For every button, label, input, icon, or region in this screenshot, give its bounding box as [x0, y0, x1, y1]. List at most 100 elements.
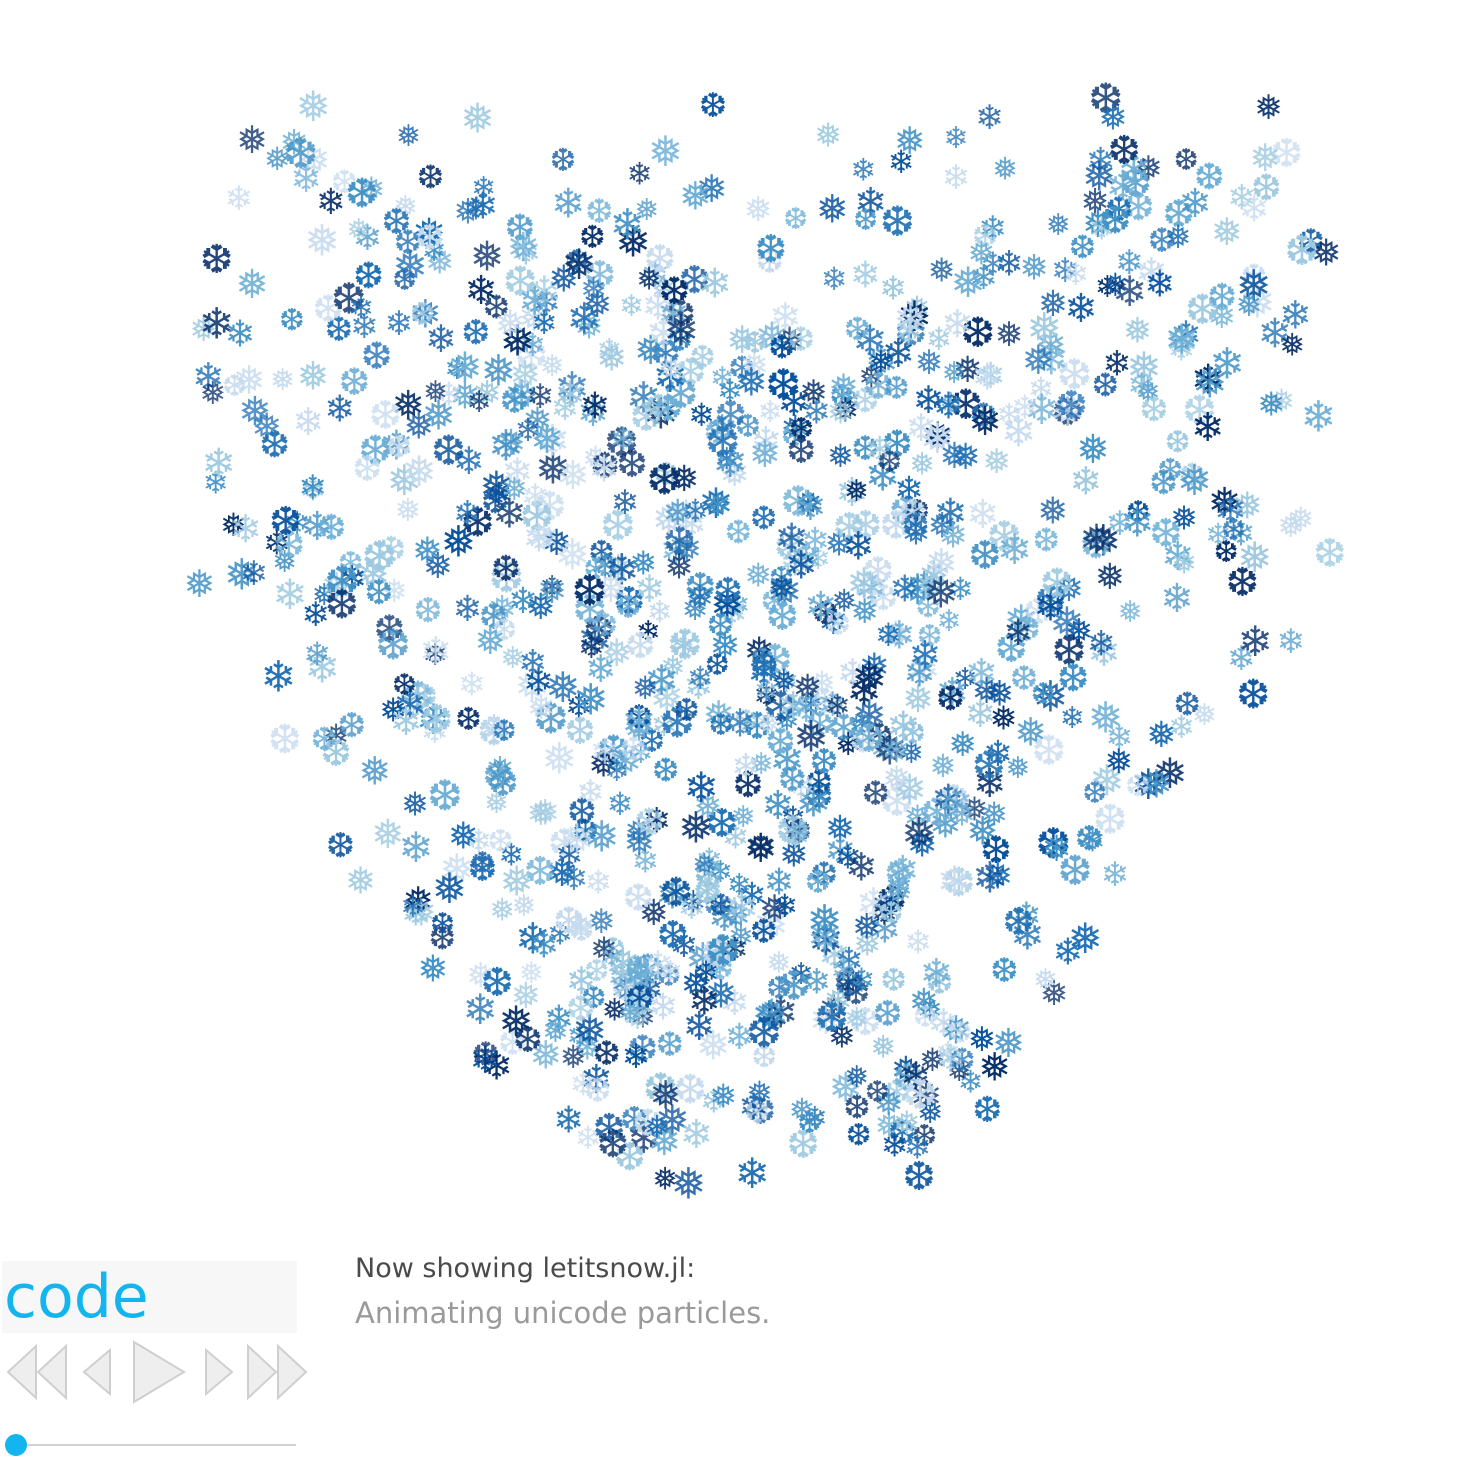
snowflake-particle: ❄ [679, 1112, 714, 1159]
snowflake-particle: ❆ [413, 591, 443, 632]
snowflake-particle: ❄ [498, 837, 525, 874]
snowflake-particle: ❅ [403, 404, 435, 448]
code-button[interactable]: code [2, 1261, 297, 1333]
snowflake-particle: ❅ [870, 1029, 897, 1066]
snowflake-particle: ❅ [495, 422, 527, 464]
skip-to-end-button[interactable] [244, 1340, 310, 1404]
snowflake-particle: ❄ [400, 889, 426, 925]
snowflake-particle: ❆ [853, 202, 879, 238]
snowflake-particle: ❅ [927, 250, 956, 290]
snowflake-particle: ❅ [754, 313, 790, 362]
snowflake-particle: ❄ [683, 762, 719, 812]
skip-to-start-button[interactable] [4, 1340, 70, 1404]
snowflake-particle: ❄ [420, 711, 449, 752]
snowflake-particle: ❆ [626, 1027, 659, 1072]
snowflake-particle: ❆ [990, 951, 1019, 992]
snowflake-particle: ❅ [518, 296, 550, 341]
snowflake-particle: ❅ [755, 706, 781, 742]
snowflake-particle: ❄ [315, 181, 346, 223]
snowflake-particle: ❆ [324, 310, 354, 351]
snowflake-particle: ❅ [647, 127, 683, 177]
snowflake-particle: ❅ [939, 1008, 973, 1054]
snowflake-particle: ❆ [762, 682, 799, 733]
snowflake-particle: ❄ [692, 954, 720, 993]
snowflake-particle: ❄ [1160, 576, 1194, 623]
snowflake-particle: ❆ [278, 302, 305, 339]
snowflake-particle: ❅ [833, 963, 863, 1004]
snowflake-particle: ❆ [469, 846, 495, 882]
snowflake-particle: ❆ [894, 310, 928, 357]
play-button[interactable] [128, 1340, 188, 1404]
snowflake-particle: ❅ [991, 1021, 1026, 1068]
snowflake-particle: ❆ [1236, 670, 1271, 719]
snowflake-particle: ❆ [796, 1106, 823, 1142]
snowflake-particle: ❅ [617, 996, 643, 1032]
snowflake-particle: ❅ [893, 295, 928, 344]
snowflake-particle: ❆ [756, 635, 793, 686]
progress-slider-track[interactable] [14, 1444, 296, 1446]
snowflake-particle: ❅ [1034, 323, 1067, 369]
snowflake-particle: ❅ [922, 414, 954, 458]
snowflake-particle: ❅ [702, 693, 735, 739]
snowflake-particle: ❄ [224, 178, 253, 219]
snowflake-particle: ❄ [707, 855, 734, 891]
snowflake-particle: ❆ [622, 876, 655, 921]
snowflake-particle: ❆ [882, 1072, 911, 1113]
step-back-button[interactable] [78, 1340, 118, 1404]
snowflake-particle: ❅ [494, 302, 526, 346]
snowflake-particle: ❄ [626, 1113, 662, 1163]
progress-slider-knob[interactable] [5, 1434, 27, 1456]
snowflake-particle: ❅ [678, 174, 712, 220]
snowflake-particle: ❆ [749, 641, 776, 678]
snowflake-particle: ❅ [643, 1109, 670, 1146]
snowflake-particle: ❆ [316, 507, 347, 549]
snowflake-particle: ❆ [994, 625, 1029, 672]
snowflake-particle: ❅ [939, 435, 970, 477]
snowflake-particle: ❄ [1135, 250, 1168, 296]
snowflake-particle: ❆ [765, 593, 800, 640]
snowflake-particle: ❅ [296, 354, 330, 400]
snowflake-particle: ❄ [1127, 365, 1156, 406]
snowflake-particle: ❅ [535, 444, 572, 495]
snowflake-particle: ❄ [599, 939, 625, 975]
snowflake-particle: ❆ [471, 1035, 501, 1076]
snowflake-particle: ❅ [439, 844, 475, 894]
snowflake-particle: ❆ [698, 86, 728, 127]
snowflake-particle: ❄ [554, 373, 586, 417]
snowflake-particle: ❅ [447, 814, 479, 858]
snowflake-particle: ❆ [642, 1064, 679, 1115]
snowflake-particle: ❄ [488, 421, 525, 472]
snowflake-particle: ❅ [1087, 693, 1124, 744]
snowflake-particle: ❆ [971, 741, 1007, 789]
snowflake-particle: ❅ [518, 955, 544, 991]
snowflake-particle: ❅ [449, 374, 481, 418]
step-forward-button[interactable] [198, 1340, 238, 1404]
snowflake-particle: ❅ [779, 835, 809, 876]
snowflake-particle: ❄ [1226, 638, 1256, 679]
snowflake-particle: ❅ [1192, 358, 1229, 409]
snowflake-particle: ❆ [878, 895, 904, 931]
snowflake-particle: ❄ [777, 379, 811, 426]
snowflake-particle: ❆ [416, 157, 445, 197]
snowflake-particle: ❅ [431, 864, 467, 914]
snowflake-particle: ❅ [748, 747, 774, 783]
snowflake-particle: ❅ [938, 516, 968, 557]
snowflake-particle: ❆ [672, 691, 700, 730]
snowflake-particle: ❆ [373, 607, 406, 652]
snowflake-particle: ❅ [1235, 286, 1263, 325]
snowflake-particle: ❅ [1005, 751, 1031, 787]
snowflake-particle: ❆ [972, 1089, 1003, 1131]
snowflake-particle: ❆ [741, 703, 773, 748]
snowflake-particle: ❆ [662, 369, 699, 420]
snowflake-particle: ❆ [344, 169, 380, 218]
snowflake-particle: ❅ [183, 561, 216, 606]
snowflake-particle: ❄ [1100, 854, 1129, 895]
snowflake-particle: ❆ [912, 999, 938, 1035]
snowflake-particle: ❅ [1122, 311, 1153, 352]
snowflake-particle: ❅ [623, 820, 656, 865]
snowflake-particle: ❅ [903, 797, 932, 837]
snowflake-particle: ❄ [849, 253, 881, 297]
snowflake-particle: ❅ [548, 257, 580, 301]
snowflake-particle: ❄ [868, 907, 902, 953]
snowflake-particle: ❄ [422, 638, 448, 674]
